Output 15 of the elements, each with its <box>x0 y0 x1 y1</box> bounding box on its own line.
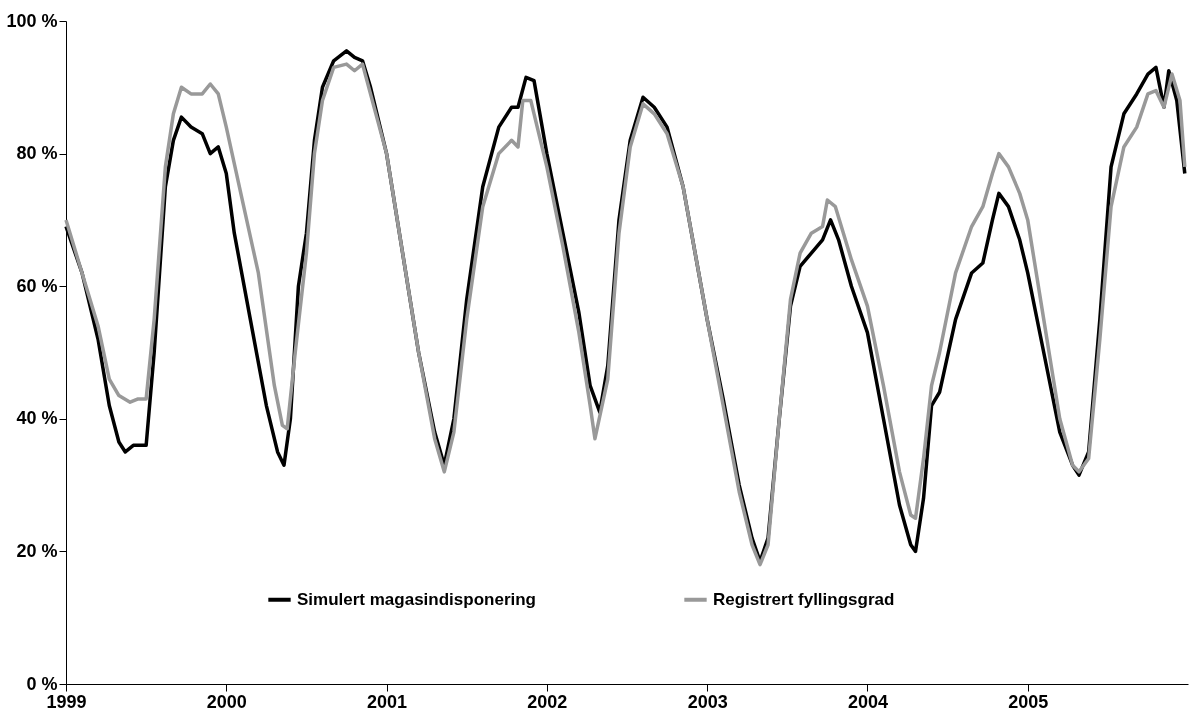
y-tick-label: 20 % <box>16 540 58 561</box>
legend-label: Registrert fyllingsgrad <box>713 589 895 609</box>
x-tick-label: 2005 <box>1008 691 1049 712</box>
x-tick-label: 2001 <box>367 691 408 712</box>
y-tick-label: 60 % <box>16 275 58 296</box>
y-tick-label: 80 % <box>16 143 58 164</box>
x-tick-label: 1999 <box>46 691 87 712</box>
legend-label: Simulert magasindisponering <box>297 589 536 609</box>
x-tick-label: 2004 <box>847 691 888 712</box>
x-tick-label: 2002 <box>527 691 568 712</box>
y-tick-label: 100 % <box>6 10 58 31</box>
y-tick-label: 0 % <box>26 673 58 694</box>
x-tick-label: 2003 <box>687 691 728 712</box>
y-tick-label: 40 % <box>16 408 58 429</box>
x-tick-label: 2000 <box>206 691 247 712</box>
